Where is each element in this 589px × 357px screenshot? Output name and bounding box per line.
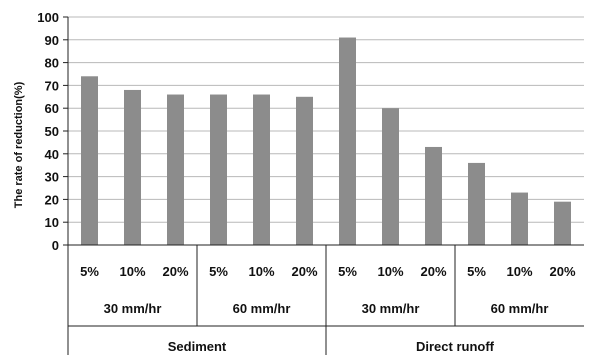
category-label: 10% (377, 264, 403, 279)
category-labels: 5% 10% 20% 5% 10% 20% 5% 10% 20% 5% 10% 20% (80, 264, 576, 279)
category-label: 5% (467, 264, 486, 279)
group-label-intensity: 60 mm/hr (233, 301, 291, 316)
bar (210, 94, 227, 246)
y-tick-label: 20 (45, 192, 59, 207)
category-label: 5% (338, 264, 357, 279)
y-tick-label: 30 (45, 170, 59, 185)
group-label-intensity: 60 mm/hr (491, 301, 549, 316)
bar (124, 89, 141, 246)
group-label-type: Sediment (168, 339, 227, 354)
group-label-type: Direct runoff (416, 339, 495, 354)
bar (339, 37, 356, 245)
category-label: 10% (506, 264, 532, 279)
category-label: 5% (80, 264, 99, 279)
group-label-intensity: 30 mm/hr (362, 301, 420, 316)
y-tick-label: 70 (45, 78, 59, 93)
bar (167, 94, 184, 246)
axes (63, 16, 584, 355)
bar (382, 108, 399, 245)
group-labels: 30 mm/hr 60 mm/hr 30 mm/hr 60 mm/hr Sediment… (104, 301, 549, 354)
y-tick-label: 40 (45, 147, 59, 162)
category-label: 20% (549, 264, 575, 279)
bars (81, 37, 571, 246)
bar (511, 192, 528, 245)
y-tick-label: 90 (45, 33, 59, 48)
bar (296, 96, 313, 245)
y-tick-label: 80 (45, 56, 59, 71)
category-label: 5% (209, 264, 228, 279)
bar (468, 162, 485, 245)
y-tick-label: 100 (37, 10, 59, 25)
bar (81, 76, 98, 245)
category-label: 10% (248, 264, 274, 279)
category-label: 20% (291, 264, 317, 279)
y-tick-label: 10 (45, 215, 59, 230)
y-axis-label: The rate of reduction(%) (13, 81, 25, 208)
bar (554, 201, 571, 245)
bar (425, 146, 442, 245)
y-tick-label: 60 (45, 101, 59, 116)
category-label: 20% (162, 264, 188, 279)
category-label: 20% (420, 264, 446, 279)
y-tick-label: 50 (45, 124, 59, 139)
y-tick-labels: 0 10 20 30 40 50 60 70 80 90 100 (37, 10, 59, 253)
bar (253, 94, 270, 246)
group-label-intensity: 30 mm/hr (104, 301, 162, 316)
y-tick-label: 0 (52, 238, 59, 253)
gridlines (68, 16, 584, 246)
category-label: 10% (119, 264, 145, 279)
